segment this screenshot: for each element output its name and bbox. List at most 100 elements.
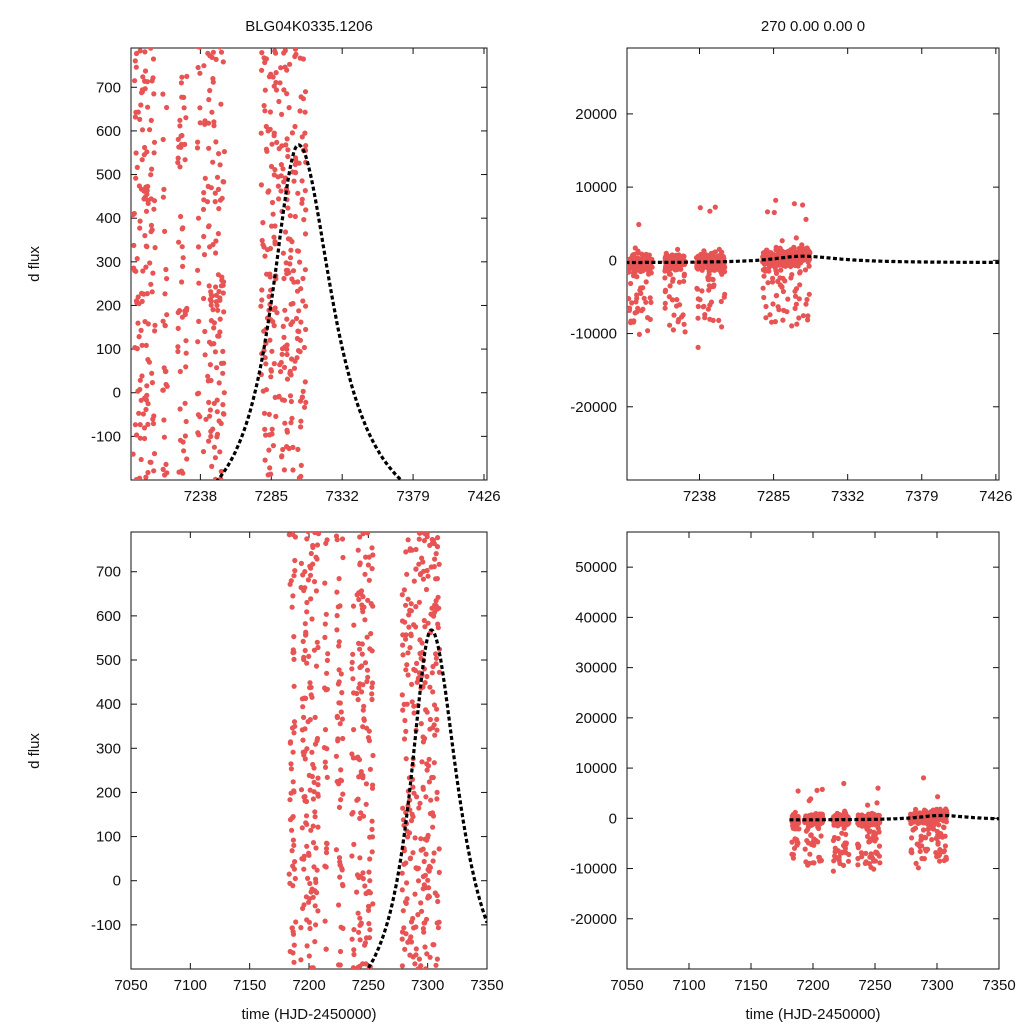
data-point — [338, 671, 344, 677]
data-point — [427, 523, 432, 528]
data-point — [405, 650, 411, 656]
data-point — [340, 554, 346, 561]
data-point — [627, 305, 633, 311]
data-point — [920, 827, 927, 833]
data-point — [291, 522, 296, 527]
data-point — [700, 265, 706, 271]
data-point — [307, 572, 314, 578]
data-point — [149, 166, 155, 172]
data-point — [416, 956, 422, 962]
data-point — [305, 532, 311, 535]
data-point — [207, 244, 213, 250]
data-point — [201, 295, 207, 302]
data-point — [369, 696, 375, 703]
data-point — [299, 394, 305, 400]
data-point — [211, 444, 217, 450]
data-point — [214, 409, 220, 415]
data-point — [312, 532, 318, 536]
plot-frame — [130, 47, 488, 481]
data-point — [270, 443, 276, 449]
data-point — [712, 249, 718, 255]
data-point — [792, 836, 798, 842]
data-point — [785, 296, 791, 302]
data-point — [180, 439, 186, 445]
data-point — [870, 813, 876, 819]
ylabel-bottom: d flux — [26, 733, 43, 769]
data-point — [145, 183, 151, 190]
data-point — [272, 48, 278, 54]
x-tick-label: 7250 — [858, 977, 891, 994]
data-point — [208, 302, 214, 308]
data-point — [360, 609, 366, 615]
data-point — [299, 196, 305, 202]
xlabel-bottom-left: time (HJD-2450000) — [241, 1006, 376, 1023]
data-point — [773, 197, 779, 203]
data-point — [162, 228, 168, 234]
data-point — [149, 370, 155, 376]
panel-4: 7050 7100 7150 7200 7250 7300 7350 -20000 -10000… — [570, 531, 1016, 994]
data-point — [803, 301, 809, 307]
data-point — [337, 859, 343, 865]
data-point — [424, 767, 430, 773]
data-point — [435, 898, 441, 905]
data-point — [292, 534, 298, 540]
data-point — [284, 67, 290, 73]
data-point — [183, 115, 189, 121]
data-point — [179, 244, 185, 250]
data-point — [805, 313, 811, 319]
data-point — [817, 811, 823, 817]
y-tick-label: 400 — [96, 210, 121, 227]
data-point — [434, 716, 440, 723]
data-point — [423, 916, 430, 922]
data-point — [144, 188, 150, 194]
data-point — [335, 736, 341, 742]
data-point — [695, 303, 701, 310]
data-point — [302, 188, 308, 194]
data-point — [406, 624, 412, 630]
data-point — [208, 298, 214, 304]
data-point — [414, 794, 420, 800]
data-point — [364, 678, 370, 685]
data-point — [369, 680, 376, 686]
data-point — [161, 186, 167, 192]
data-point — [763, 247, 770, 253]
data-point — [776, 307, 782, 313]
data-point — [281, 364, 288, 370]
data-point — [804, 296, 810, 303]
data-point — [177, 117, 183, 123]
data-point — [260, 220, 266, 226]
data-point — [216, 288, 222, 295]
data-point — [295, 279, 301, 285]
data-point — [908, 849, 914, 855]
data-point — [143, 474, 149, 480]
data-point — [292, 48, 299, 52]
data-point — [182, 157, 188, 163]
data-point — [308, 692, 314, 698]
data-point — [911, 826, 917, 833]
data-point — [362, 660, 369, 666]
data-point — [814, 787, 820, 794]
data-point — [695, 344, 701, 350]
data-point — [265, 472, 271, 478]
data-point — [628, 280, 634, 287]
data-point — [866, 839, 872, 845]
y-tick-label: 300 — [96, 254, 121, 271]
data-point — [207, 362, 213, 368]
data-point — [401, 736, 408, 742]
data-point — [175, 348, 181, 355]
data-point — [178, 141, 185, 147]
data-point — [418, 721, 424, 727]
data-point — [403, 667, 409, 673]
data-point — [334, 778, 340, 785]
data-point — [367, 927, 373, 933]
data-point — [675, 246, 681, 252]
data-point — [359, 689, 365, 695]
data-point — [195, 430, 201, 436]
data-point — [339, 716, 345, 722]
data-point — [303, 813, 310, 819]
data-point — [414, 866, 420, 872]
data-point — [773, 293, 779, 299]
data-point — [308, 565, 314, 571]
data-point — [351, 927, 357, 933]
